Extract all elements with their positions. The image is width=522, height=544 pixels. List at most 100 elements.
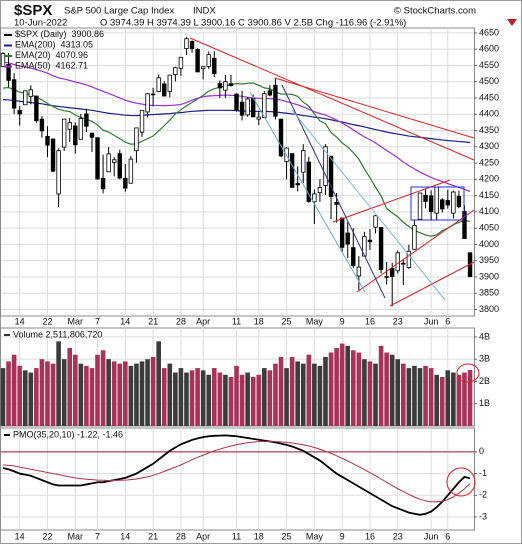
- candle-body: [239, 101, 245, 116]
- y-tick-label: 4500: [479, 76, 499, 86]
- volume-bar: [145, 359, 150, 426]
- quote: O 3974.39 H 3974.39 L 3900.16 C 3900.86 …: [100, 18, 406, 29]
- candle-body: [134, 127, 139, 152]
- volume-bar: [211, 368, 217, 426]
- candle-body: [345, 232, 350, 245]
- x-tick-label: 7: [95, 316, 100, 326]
- y-tick-label: 4650: [479, 27, 499, 37]
- volume-bar: [161, 368, 167, 426]
- y-tick-label: 4000: [479, 239, 499, 249]
- panel-title: PMO(35,20,10) -1.22, -1.46: [13, 429, 123, 439]
- candle-body: [317, 187, 323, 194]
- volume-bar: [184, 372, 189, 426]
- volume-bar: [289, 356, 295, 426]
- x-tick-label: 11: [232, 316, 241, 326]
- candle-body: [389, 268, 395, 278]
- legend-entry: $SPX (Daily) 3900.86: [15, 29, 104, 39]
- candle-body: [339, 217, 345, 248]
- candle-body: [17, 109, 22, 115]
- volume-bar: [367, 361, 373, 426]
- x-tick-label: 23: [393, 316, 403, 326]
- volume-bar: [278, 356, 284, 426]
- volume-bar: [373, 363, 378, 426]
- candle-body: [306, 161, 311, 202]
- candle-body: [195, 49, 200, 73]
- volume-bar: [412, 365, 417, 426]
- candle-body: [428, 195, 434, 212]
- candle-body: [34, 95, 39, 122]
- x-tick-label: Apr: [196, 316, 210, 326]
- volume-bar: [384, 352, 389, 426]
- volume-bar: [323, 356, 328, 426]
- volume-bar: [223, 374, 228, 426]
- volume-bar: [406, 368, 412, 426]
- x-tick-label: 14: [120, 316, 130, 326]
- volume-bar: [6, 361, 11, 426]
- candle-body: [234, 93, 239, 111]
- volume-bar: [239, 374, 245, 426]
- candle-body: [417, 192, 423, 220]
- volume-bar: [78, 363, 84, 426]
- x-tick-label: 22: [42, 316, 52, 326]
- y-tick-label: 0: [479, 446, 484, 456]
- candle-body: [384, 276, 389, 278]
- volume-bar: [195, 368, 200, 426]
- candle-body: [273, 84, 278, 117]
- y-tick-label: 3B: [479, 354, 490, 364]
- candle-body: [173, 67, 178, 75]
- candle-body: [139, 109, 145, 133]
- volume-bar: [467, 370, 473, 426]
- x-tick-label: 18: [254, 316, 264, 326]
- volume-bar: [389, 354, 395, 426]
- y-tick-label: 4450: [479, 92, 499, 102]
- candle-body: [150, 93, 156, 96]
- candle-body: [23, 90, 28, 106]
- x-tick-label: 16: [365, 316, 375, 326]
- range-box: [410, 186, 465, 221]
- candle-body: [28, 89, 33, 97]
- y-tick-label: 1B: [479, 398, 490, 408]
- volume-bar: [50, 363, 56, 426]
- volume-bar: [134, 363, 139, 426]
- volume-bar: [417, 368, 423, 426]
- volume-bar: [17, 365, 22, 426]
- candle-body: [228, 83, 234, 87]
- candle-body: [378, 227, 384, 270]
- candle-body: [61, 118, 67, 148]
- x-tick-label: Jun: [424, 316, 439, 326]
- volume-bar: [89, 368, 95, 426]
- highlight-circle: [446, 467, 476, 497]
- volume-bar: [139, 361, 145, 426]
- x-tick-label: 14: [120, 531, 130, 541]
- candle-body: [445, 200, 450, 206]
- candle-body: [423, 194, 428, 202]
- candle-body: [184, 38, 189, 49]
- highlight-circle: [456, 363, 480, 383]
- legend-value: 4313.05: [61, 40, 94, 50]
- volume-bar: [462, 372, 467, 426]
- legend-value: 4070.96: [56, 50, 89, 60]
- candle-body: [178, 56, 184, 69]
- candle-body: [100, 177, 106, 190]
- candle-body: [78, 118, 84, 140]
- x-tick-label: 21: [148, 531, 158, 541]
- volume-bar: [428, 368, 434, 426]
- trend-line: [189, 37, 475, 161]
- y-tick-label: -1: [479, 468, 487, 478]
- legend-name: EMA(200): [15, 40, 56, 50]
- volume-bar: [434, 374, 439, 426]
- y-tick-label: 4050: [479, 223, 499, 233]
- candle-body: [223, 81, 228, 91]
- candle-body: [128, 158, 134, 184]
- x-tick-label: 28: [176, 316, 186, 326]
- candle-body: [395, 252, 400, 272]
- volume-bar: [273, 363, 278, 426]
- y-tick-label: 4250: [479, 157, 499, 167]
- candle-body: [200, 66, 206, 70]
- volume-bar: [362, 359, 367, 426]
- date: 10-Jun-2022: [14, 18, 67, 29]
- volume-bar: [350, 350, 356, 426]
- y-tick-label: 4100: [479, 206, 499, 216]
- volume-bar: [295, 361, 300, 426]
